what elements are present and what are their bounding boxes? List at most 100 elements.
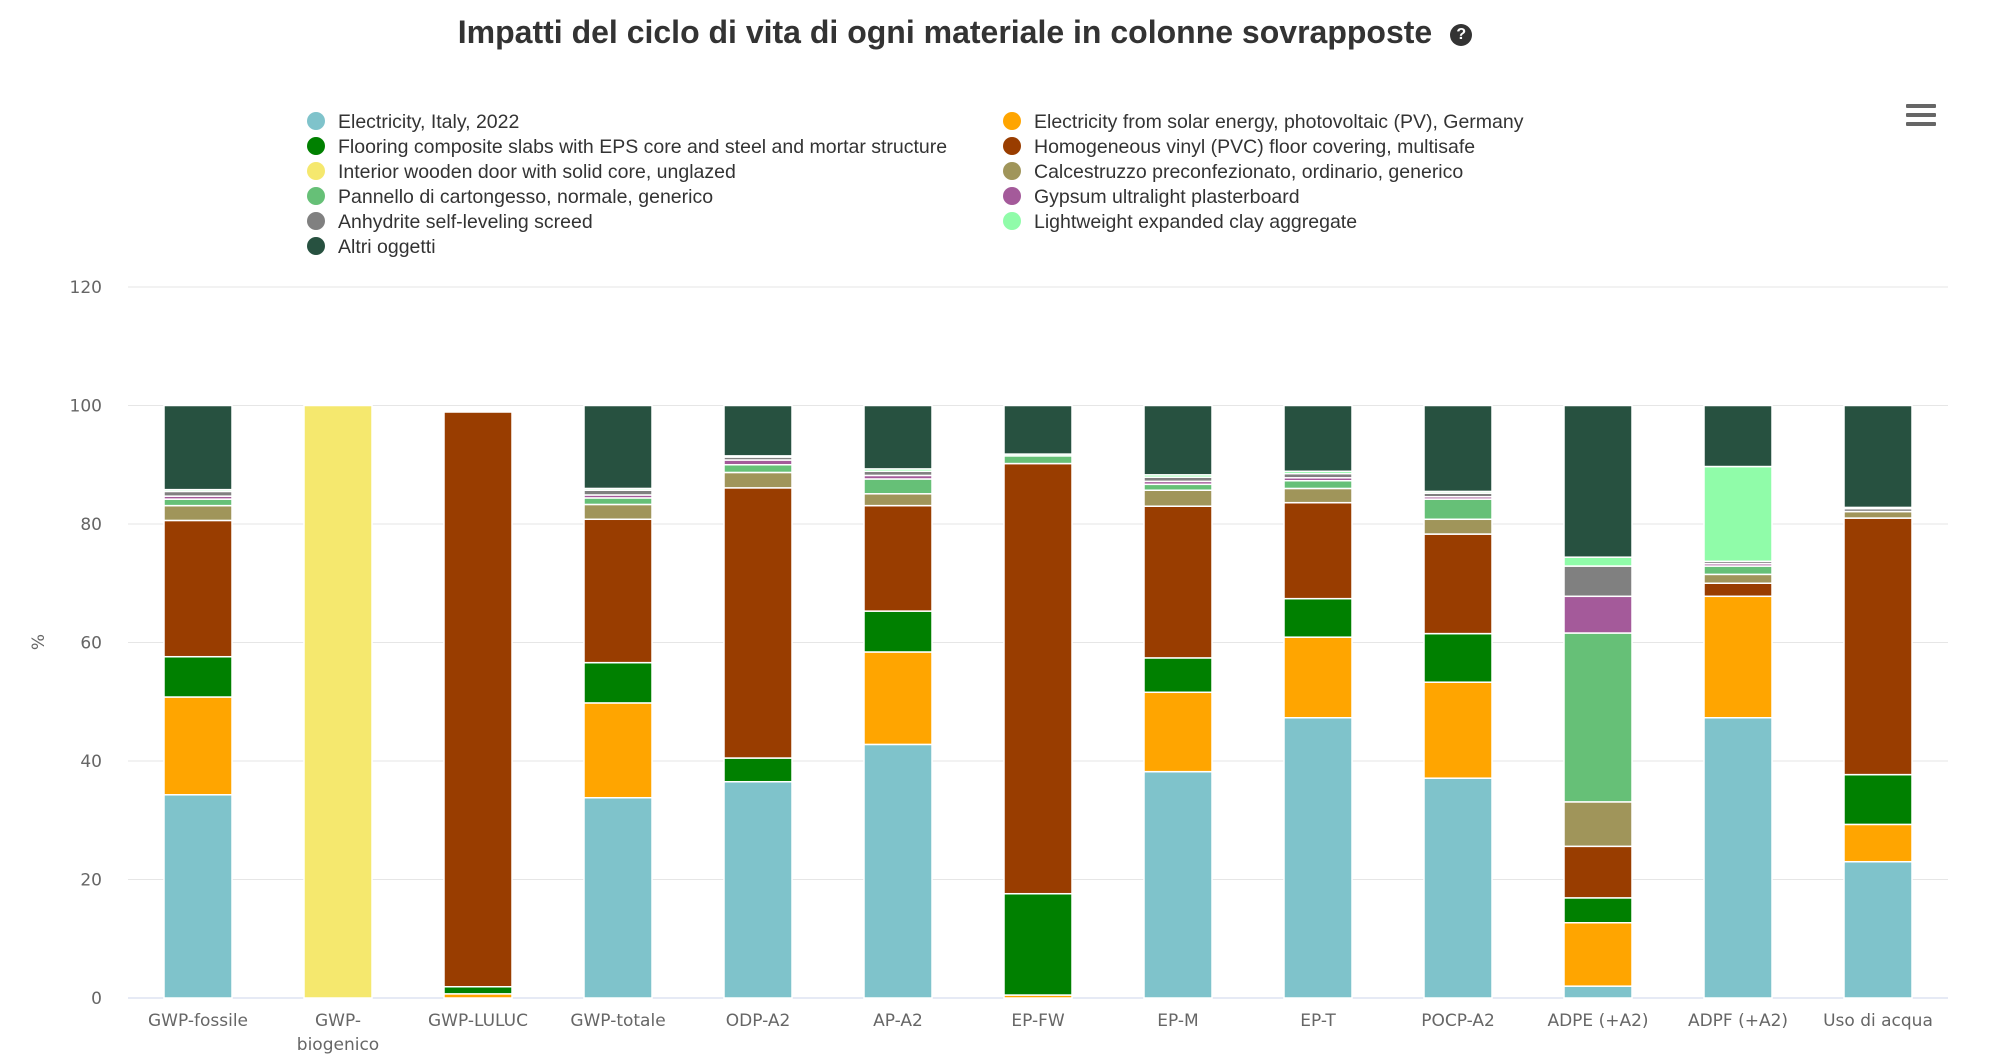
legend-marker[interactable] xyxy=(307,112,325,130)
bar-segment[interactable] xyxy=(583,503,653,521)
bar-segment[interactable] xyxy=(163,794,233,999)
bar-segment[interactable] xyxy=(863,504,933,612)
legend-label[interactable]: Homogeneous vinyl (PVC) floor covering, … xyxy=(1034,136,1475,158)
bar-segment[interactable] xyxy=(1563,404,1633,558)
bar-segment[interactable] xyxy=(1283,636,1353,719)
bar-segment[interactable] xyxy=(1563,556,1633,567)
bar-segment[interactable] xyxy=(1843,773,1913,826)
bar-segment[interactable] xyxy=(1563,801,1633,848)
bar-segment[interactable] xyxy=(1423,777,1493,999)
bar-segment[interactable] xyxy=(1143,489,1213,507)
bar-segment[interactable] xyxy=(1843,517,1913,776)
bar-segment[interactable] xyxy=(1843,510,1913,519)
bar-segment[interactable] xyxy=(1843,404,1913,509)
bar-segment[interactable] xyxy=(1703,465,1773,563)
bar-segment[interactable] xyxy=(1143,770,1213,999)
legend-marker[interactable] xyxy=(307,237,325,255)
bar-segment[interactable] xyxy=(1423,533,1493,635)
bar-segment[interactable] xyxy=(583,518,653,664)
bar-segment[interactable] xyxy=(583,497,653,506)
bar-segment[interactable] xyxy=(163,696,233,796)
bar-segment[interactable] xyxy=(723,404,793,457)
bar-segment[interactable] xyxy=(1843,823,1913,863)
legend-label[interactable]: Pannello di cartongesso, normale, generi… xyxy=(338,186,713,208)
legend-marker[interactable] xyxy=(1003,187,1021,205)
bar-segment[interactable] xyxy=(1423,404,1493,493)
legend-marker[interactable] xyxy=(307,162,325,180)
bar-segment[interactable] xyxy=(1143,404,1213,476)
bar-segment[interactable] xyxy=(1563,922,1633,987)
bar-segment[interactable] xyxy=(1563,897,1633,924)
bar-segment[interactable] xyxy=(1423,498,1493,521)
bar-segment[interactable] xyxy=(723,487,793,759)
bar-segment[interactable] xyxy=(863,610,933,653)
bar-segment[interactable] xyxy=(583,404,653,490)
bar-segment[interactable] xyxy=(443,985,513,995)
bar-segment[interactable] xyxy=(1143,483,1213,491)
bar-segment[interactable] xyxy=(863,651,933,746)
bar-segment[interactable] xyxy=(583,702,653,799)
bar-segment[interactable] xyxy=(1703,565,1773,576)
bar-segment[interactable] xyxy=(1703,582,1773,598)
bar-segment[interactable] xyxy=(863,743,933,999)
bar-segment[interactable] xyxy=(1703,404,1773,468)
bar-segment[interactable] xyxy=(1143,691,1213,773)
bar-segment[interactable] xyxy=(723,780,793,999)
question-circle-icon[interactable]: ? xyxy=(1450,24,1473,46)
legend-label[interactable]: Gypsum ultralight plasterboard xyxy=(1034,186,1300,208)
legend-label[interactable]: Electricity, Italy, 2022 xyxy=(338,111,519,133)
bar-segment[interactable] xyxy=(1003,892,1073,996)
bar-segment[interactable] xyxy=(1843,860,1913,999)
bar-segment[interactable] xyxy=(1423,632,1493,683)
legend-marker[interactable] xyxy=(307,212,325,230)
bar-segment[interactable] xyxy=(583,796,653,999)
legend-marker[interactable] xyxy=(1003,112,1021,130)
bar-segment[interactable] xyxy=(1563,565,1633,598)
bar-segment[interactable] xyxy=(163,498,233,507)
bar-segment[interactable] xyxy=(723,471,793,489)
bar-segment[interactable] xyxy=(1003,404,1073,455)
bar-segment[interactable] xyxy=(1283,479,1353,490)
bar-segment[interactable] xyxy=(163,519,233,658)
bar-segment[interactable] xyxy=(1703,595,1773,719)
bar-segment[interactable] xyxy=(1563,845,1633,899)
bar-segment[interactable] xyxy=(1563,632,1633,803)
bar-segment[interactable] xyxy=(1563,985,1633,999)
bar-segment[interactable] xyxy=(1423,681,1493,779)
bar-segment[interactable] xyxy=(1283,487,1353,504)
bar-segment[interactable] xyxy=(1703,573,1773,584)
bar-segment[interactable] xyxy=(863,404,933,470)
bar-segment[interactable] xyxy=(163,404,233,491)
bar-segment[interactable] xyxy=(863,478,933,495)
bar-segment[interactable] xyxy=(1283,501,1353,600)
bar-segment[interactable] xyxy=(863,493,933,507)
legend-marker[interactable] xyxy=(1003,212,1021,230)
legend-label[interactable]: Interior wooden door with solid core, un… xyxy=(338,161,736,183)
legend-label[interactable]: Altri oggetti xyxy=(338,236,436,258)
legend-label[interactable]: Anhydrite self-leveling screed xyxy=(338,211,593,233)
bar-segment[interactable] xyxy=(163,504,233,522)
bar-segment[interactable] xyxy=(1143,657,1213,694)
bar-segment[interactable] xyxy=(1283,597,1353,638)
legend-label[interactable]: Lightweight expanded clay aggregate xyxy=(1034,211,1357,233)
bar-segment[interactable] xyxy=(443,411,513,988)
bar-segment[interactable] xyxy=(1003,462,1073,895)
bar-segment[interactable] xyxy=(583,661,653,704)
bar-segment[interactable] xyxy=(723,464,793,474)
bar-segment[interactable] xyxy=(1143,505,1213,659)
bar-segment[interactable] xyxy=(1563,595,1633,634)
bar-segment[interactable] xyxy=(303,404,373,999)
hamburger-menu-icon[interactable] xyxy=(1906,104,1936,130)
legend-label[interactable]: Calcestruzzo preconfezionato, ordinario,… xyxy=(1034,161,1463,183)
bar-segment[interactable] xyxy=(723,757,793,783)
bar-segment[interactable] xyxy=(1283,716,1353,999)
legend-label[interactable]: Flooring composite slabs with EPS core a… xyxy=(338,136,947,158)
bar-segment[interactable] xyxy=(163,655,233,698)
bar-segment[interactable] xyxy=(1423,518,1493,535)
bar-segment[interactable] xyxy=(1703,716,1773,999)
bar-segment[interactable] xyxy=(1283,404,1353,473)
bar-segment[interactable] xyxy=(1003,455,1073,465)
legend-marker[interactable] xyxy=(307,137,325,155)
legend-marker[interactable] xyxy=(307,187,325,205)
legend-marker[interactable] xyxy=(1003,162,1021,180)
